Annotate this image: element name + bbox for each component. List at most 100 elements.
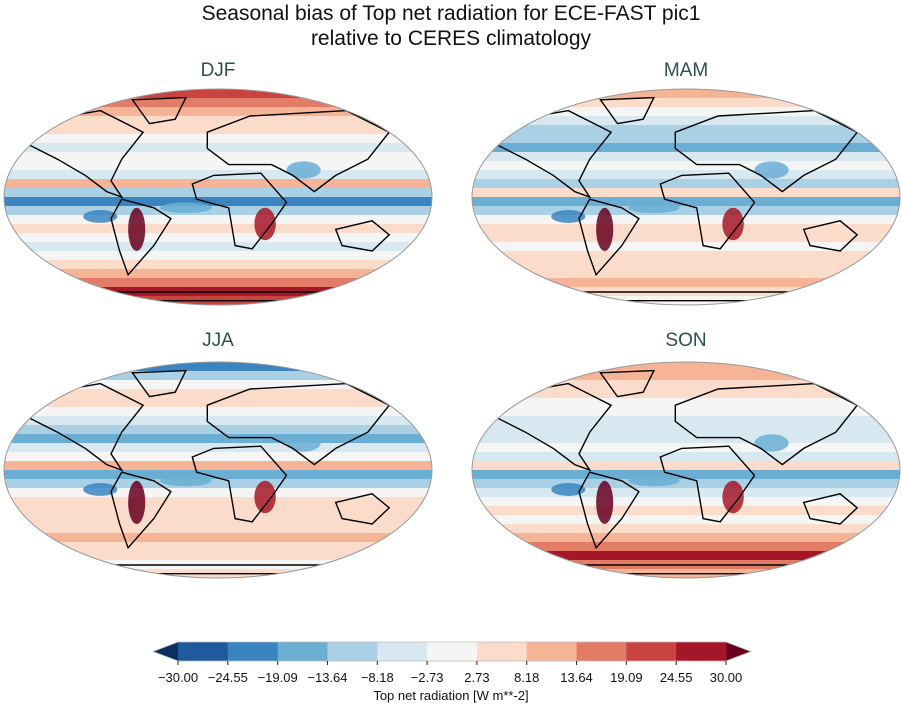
coastline — [578, 471, 640, 550]
lat-band — [472, 497, 900, 507]
lat-band — [472, 515, 900, 525]
map-boundary — [471, 361, 901, 579]
lat-band — [4, 389, 432, 399]
colorbar-bin — [526, 642, 578, 661]
lat-band — [472, 179, 900, 189]
lat-band — [472, 488, 900, 498]
lat-band — [472, 407, 900, 417]
bias-feature — [596, 480, 614, 524]
bias-feature — [551, 209, 586, 223]
lat-band — [4, 380, 432, 390]
lat-band — [472, 542, 900, 552]
lat-band — [4, 107, 432, 117]
colorbar-bin — [227, 642, 279, 661]
colorbar-tick-label: 30.00 — [709, 670, 743, 685]
lat-band — [4, 116, 432, 126]
lat-band — [472, 251, 900, 261]
map-boundary — [3, 88, 433, 306]
lat-band — [4, 278, 432, 288]
panel-title-djf: DJF — [200, 60, 236, 81]
coastline — [110, 198, 172, 277]
lat-band — [472, 461, 900, 471]
lat-band — [472, 197, 900, 207]
lat-band — [472, 551, 900, 561]
coastline — [578, 198, 640, 277]
figure-title-line1: Seasonal bias of Top net radiation for E… — [201, 2, 701, 25]
lat-band — [4, 260, 432, 270]
lat-band — [4, 461, 432, 471]
map-boundary — [471, 88, 901, 306]
bias-feature — [83, 482, 118, 496]
bias-feature — [128, 207, 146, 251]
colorbar-bin — [277, 642, 328, 661]
colorbar-tick-label: 19.09 — [610, 670, 643, 685]
coastline — [110, 471, 172, 550]
bias-field — [472, 362, 900, 578]
lat-band — [472, 89, 900, 99]
coastline — [131, 369, 188, 398]
lat-band — [472, 533, 900, 543]
bias-feature — [628, 202, 680, 214]
lat-band — [472, 242, 900, 252]
lat-band — [4, 269, 432, 279]
coastline — [674, 382, 859, 466]
lat-band — [472, 479, 900, 489]
coastline — [492, 109, 613, 199]
coastline — [131, 96, 188, 125]
lat-band — [4, 479, 432, 489]
colorbar-tick-label: 13.64 — [560, 670, 593, 685]
coastline — [206, 382, 391, 466]
colorbar-tick-label: −2.73 — [410, 670, 444, 685]
lat-band — [4, 233, 432, 243]
coastline — [492, 382, 613, 472]
panel-title-jja: JJA — [202, 330, 234, 351]
bias-feature — [628, 475, 680, 487]
map-panel-djf — [3, 88, 433, 306]
colorbar-bin — [626, 642, 677, 661]
coastline — [599, 369, 656, 398]
lat-band — [4, 506, 432, 516]
coastline — [24, 109, 145, 199]
bias-feature — [722, 480, 744, 514]
lat-band — [472, 134, 900, 144]
coastline — [334, 220, 391, 252]
lat-band — [4, 542, 432, 552]
coastline — [334, 493, 391, 525]
lat-band — [4, 188, 432, 198]
lat-band — [472, 260, 900, 270]
lat-band — [4, 362, 432, 372]
lat-band — [4, 251, 432, 261]
lat-band — [4, 143, 432, 153]
lat-band — [472, 125, 900, 135]
lat-band — [472, 398, 900, 408]
lat-band — [4, 497, 432, 507]
lat-band — [4, 242, 432, 252]
bias-feature — [83, 209, 118, 223]
lat-band — [472, 224, 900, 234]
bias-feature — [551, 482, 586, 496]
lat-band — [4, 398, 432, 408]
colorbar-tick-label: −24.55 — [207, 670, 248, 685]
lat-band — [472, 116, 900, 126]
lat-band — [4, 197, 432, 207]
lat-band — [4, 533, 432, 543]
map-boundary — [3, 361, 433, 579]
lat-band — [472, 389, 900, 399]
coastline — [802, 493, 859, 525]
colorbar-bin — [427, 642, 478, 661]
lat-band — [472, 362, 900, 372]
lat-band — [472, 434, 900, 444]
colorbar-tick-label: −19.09 — [257, 670, 298, 685]
lat-band — [4, 179, 432, 189]
bias-field — [4, 362, 432, 578]
lat-band — [472, 143, 900, 153]
lat-band — [472, 371, 900, 381]
coastline — [206, 109, 391, 193]
lat-band — [472, 452, 900, 462]
lat-band — [4, 161, 432, 171]
lat-band — [4, 407, 432, 417]
lat-band — [4, 89, 432, 99]
coastline — [191, 172, 288, 250]
lat-band — [472, 269, 900, 279]
